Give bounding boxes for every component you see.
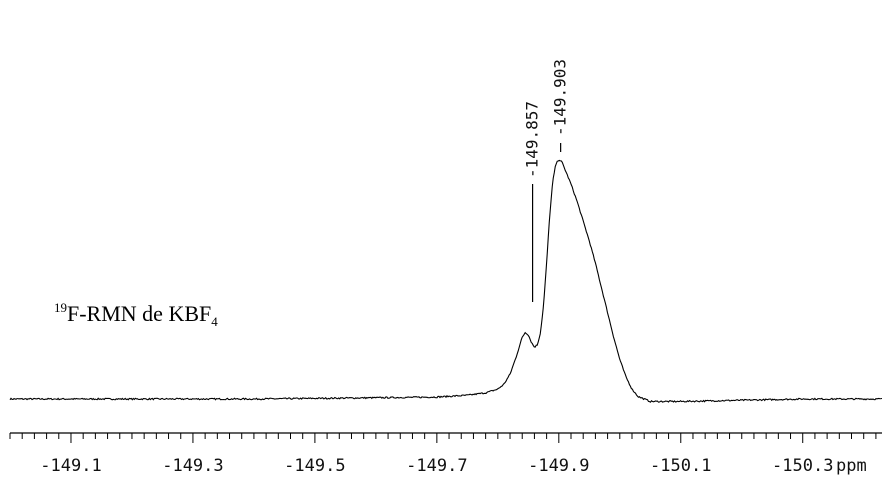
peak-markers: -149.857 -149.903 — [523, 59, 570, 302]
peak-label: -149.903 — [551, 59, 570, 136]
tick-label: -149.1 — [40, 456, 101, 476]
spectrum-annotation: 19F-RMN de KBF4 — [54, 300, 218, 329]
tick-label: -150.3 — [772, 456, 833, 476]
tick-label: -149.3 — [162, 456, 223, 476]
tick-label: -149.5 — [284, 456, 345, 476]
x-axis-ticks: -149.1 -149.3 -149.5 -149.7 -149.9 -150.1 -150… — [9, 433, 877, 476]
spectrum-line — [9, 159, 882, 403]
annotation-superscript: 19 — [54, 300, 67, 315]
tick-label: -149.9 — [528, 456, 589, 476]
spectrum-trace-layer — [9, 159, 882, 403]
x-axis-label: ppm — [836, 456, 867, 476]
tick-label: -150.1 — [650, 456, 711, 476]
annotation-main: F-RMN de KBF — [67, 301, 211, 326]
peak-label: -149.857 — [523, 101, 542, 178]
annotation-subscript: 4 — [211, 314, 218, 329]
tick-label: -149.7 — [406, 456, 467, 476]
